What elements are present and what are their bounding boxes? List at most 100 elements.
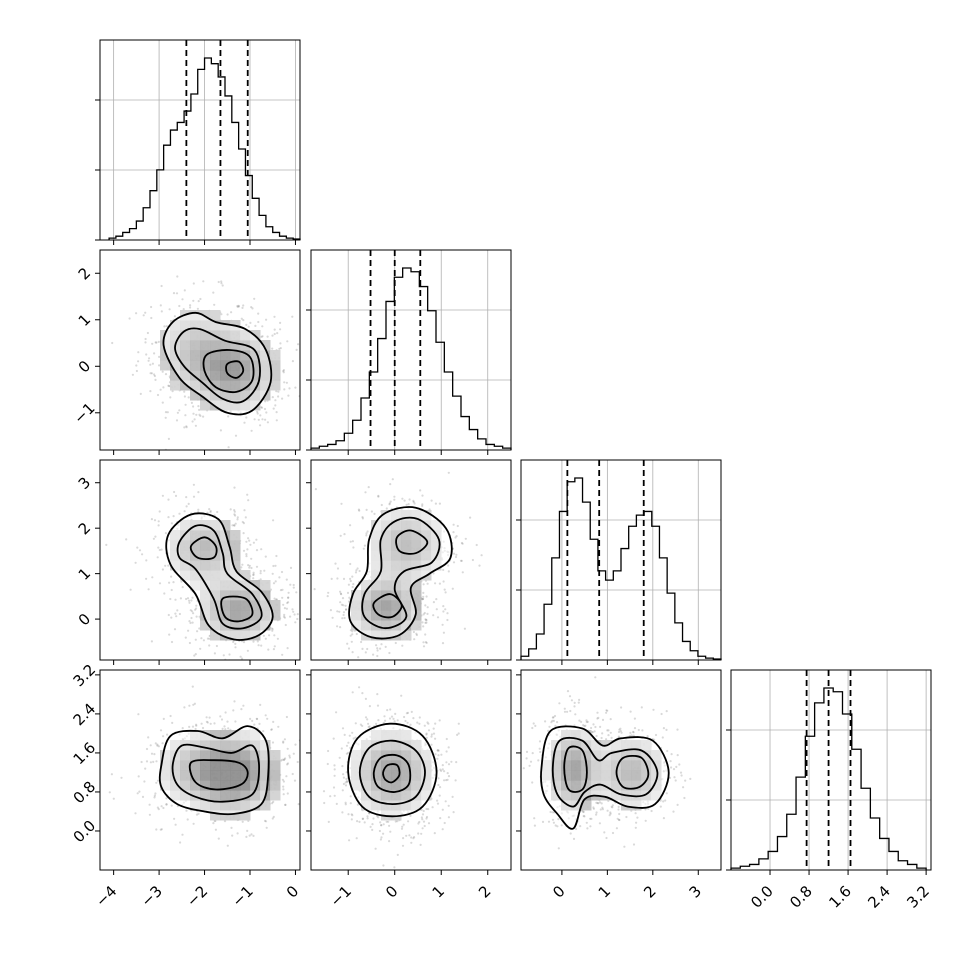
scatter-point: [286, 763, 289, 766]
panel-background: [311, 250, 511, 450]
scatter-point: [145, 353, 148, 356]
density-cell: [210, 810, 221, 821]
scatter-point: [220, 313, 223, 316]
scatter-point: [134, 812, 137, 815]
scatter-point: [455, 553, 458, 556]
scatter-point: [200, 722, 203, 725]
scatter-point: [447, 804, 450, 807]
scatter-point: [412, 630, 415, 634]
scatter-point: [233, 509, 236, 512]
scatter-point: [422, 809, 425, 813]
panel-content: [322, 686, 460, 869]
scatter-point: [327, 591, 330, 594]
density-cell: [270, 600, 281, 611]
scatter-point: [286, 747, 289, 750]
histogram-step-line: [520, 477, 722, 660]
scatter-point: [192, 822, 195, 825]
scatter-point: [266, 335, 269, 338]
scatter-point: [275, 554, 278, 558]
scatter-point: [158, 364, 161, 367]
scatter-point: [233, 513, 236, 516]
scatter-point: [354, 722, 357, 725]
scatter-point: [237, 304, 240, 307]
scatter-point: [139, 392, 142, 395]
scatter-point: [424, 618, 427, 621]
scatter-point: [352, 583, 355, 586]
scatter-point: [413, 836, 416, 839]
scatter-point: [293, 779, 297, 782]
scatter-point: [349, 634, 352, 637]
scatter-point: [338, 756, 341, 759]
scatter-point: [248, 539, 251, 542]
scatter-point: [442, 605, 445, 608]
scatter-point: [173, 817, 176, 820]
scatter-point: [152, 537, 155, 540]
scatter-point: [388, 502, 391, 505]
scatter-point: [157, 808, 160, 811]
scatter-point: [249, 543, 252, 546]
scatter-point: [389, 708, 392, 711]
scatter-point: [425, 815, 429, 819]
scatter-point: [445, 737, 448, 741]
scatter-point: [272, 800, 275, 804]
scatter-point: [444, 800, 447, 803]
scatter-point: [333, 774, 336, 777]
scatter-point: [282, 369, 285, 372]
scatter-point: [174, 494, 178, 497]
scatter-point: [425, 807, 428, 811]
scatter-point: [260, 644, 263, 647]
scatter-point: [190, 599, 193, 602]
scatter-point: [389, 500, 392, 503]
scatter-point: [438, 502, 441, 505]
scatter-point: [227, 415, 230, 418]
scatter-point: [159, 388, 162, 391]
scatter-point: [457, 732, 460, 735]
scatter-point: [259, 572, 262, 575]
scatter-point: [146, 331, 149, 335]
scatter-point: [227, 446, 230, 449]
scatter-point: [153, 373, 156, 376]
scatter-point: [348, 839, 351, 842]
scatter-point: [195, 724, 198, 727]
panel-frame: [99, 249, 301, 451]
scatter-point: [194, 727, 197, 731]
scatter-point: [256, 410, 259, 413]
scatter-point: [251, 307, 254, 310]
scatter-point: [158, 510, 161, 513]
scatter-point: [213, 303, 216, 306]
scatter-point: [191, 420, 194, 423]
scatter-point: [242, 641, 246, 644]
scatter-point: [164, 416, 167, 419]
scatter-point: [393, 866, 396, 869]
scatter-point: [173, 315, 176, 318]
scatter-point: [278, 576, 281, 579]
scatter-point: [371, 828, 374, 832]
scatter-point: [279, 342, 282, 345]
scatter-point: [440, 753, 443, 756]
scatter-point: [379, 647, 382, 650]
scatter-point: [432, 614, 435, 617]
scatter-point: [388, 824, 391, 827]
density-cell: [230, 550, 241, 561]
scatter-point: [352, 546, 355, 549]
scatter-point: [202, 415, 205, 418]
scatter-point: [183, 395, 186, 398]
scatter-point: [361, 516, 364, 519]
scatter-point: [292, 583, 295, 587]
scatter-point: [382, 721, 385, 724]
scatter-point: [186, 818, 189, 821]
scatter-point: [392, 717, 395, 721]
scatter-point: [193, 418, 196, 421]
scatter-point: [264, 714, 267, 717]
scatter-point: [421, 598, 424, 601]
scatter-point: [382, 823, 385, 826]
scatter-point: [222, 654, 225, 657]
scatter-point: [436, 802, 440, 805]
scatter-point: [229, 508, 232, 511]
scatter-point: [192, 299, 195, 302]
scatter-point: [166, 411, 169, 414]
scatter-point: [260, 406, 263, 409]
scatter-point: [242, 549, 246, 552]
scatter-point: [284, 803, 287, 807]
scatter-point: [188, 725, 191, 729]
